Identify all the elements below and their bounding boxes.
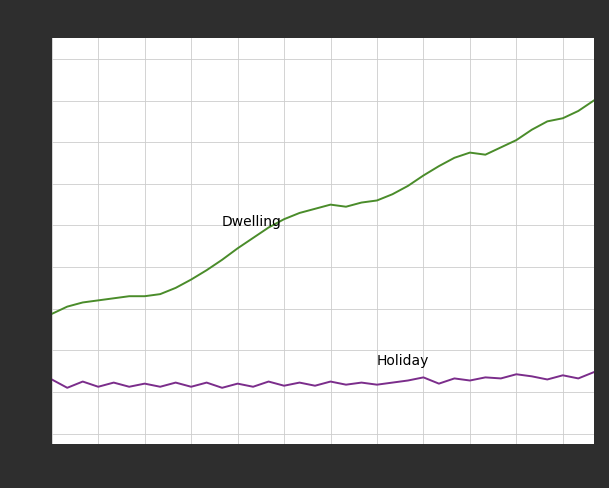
- Text: Dwelling: Dwelling: [222, 215, 282, 229]
- Text: Holiday: Holiday: [377, 353, 429, 367]
